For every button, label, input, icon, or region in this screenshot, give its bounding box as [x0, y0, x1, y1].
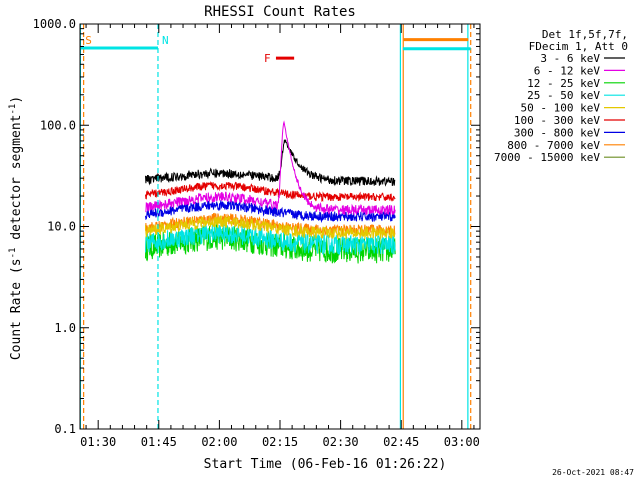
- legend-label: 100 - 300 keV: [514, 114, 600, 127]
- legend-label: 6 - 12 keV: [534, 64, 601, 77]
- legend-label: 300 - 800 keV: [514, 126, 600, 139]
- legend-label: 25 - 50 keV: [527, 89, 600, 102]
- x-tick-label: 03:00: [444, 435, 480, 449]
- generation-timestamp: 26-Oct-2021 08:47: [552, 468, 634, 477]
- x-axis-label: Start Time (06-Feb-16 01:26:22): [204, 457, 447, 472]
- series-line-100-300-keV: [145, 180, 396, 203]
- y-tick-label: 10.0: [47, 220, 76, 234]
- x-tick-label: 01:45: [141, 435, 177, 449]
- series-line-50-100-keV: [145, 215, 396, 240]
- legend-label: 7000 - 15000 keV: [494, 151, 600, 164]
- state-flag-label: N: [162, 34, 169, 47]
- legend-label: 800 - 7000 keV: [507, 139, 600, 152]
- x-tick-label: 01:30: [80, 435, 116, 449]
- y-tick-label: 1000.0: [33, 17, 76, 31]
- legend-label: 3 - 6 keV: [540, 52, 600, 65]
- x-tick-label: 02:30: [323, 435, 359, 449]
- y-axis-label: Count Rate (s-1 detector segment-1): [8, 96, 24, 360]
- legend-label: 50 - 100 keV: [521, 102, 601, 115]
- axes-group: 1000.0 100.0 10.0 1.0 0.1 01:30 01:45 02:00 02:1…: [33, 17, 480, 449]
- chart-title: RHESSI Count Rates: [204, 4, 356, 20]
- x-tick-label: 02:15: [262, 435, 298, 449]
- y-tick-label: 1.0: [54, 321, 76, 335]
- x-tick-label: 02:00: [201, 435, 237, 449]
- y-tick-label: 0.1: [54, 422, 76, 436]
- series-line-25-50-keV: [145, 223, 396, 256]
- state-flag-label: S: [85, 34, 92, 47]
- legend-header-line: FDecim 1, Att 0: [529, 40, 628, 53]
- series-group: [145, 120, 396, 264]
- y-tick-label: 100.0: [40, 118, 76, 132]
- series-line-3-6-keV: [145, 139, 396, 187]
- x-tick-label: 02:45: [383, 435, 419, 449]
- series-line-6-12-keV: [145, 120, 396, 216]
- flare-flag-label: F: [264, 52, 271, 65]
- legend-header-line: Det 1f,5f,7f,: [542, 28, 628, 41]
- legend-label: 12 - 25 keV: [527, 77, 600, 90]
